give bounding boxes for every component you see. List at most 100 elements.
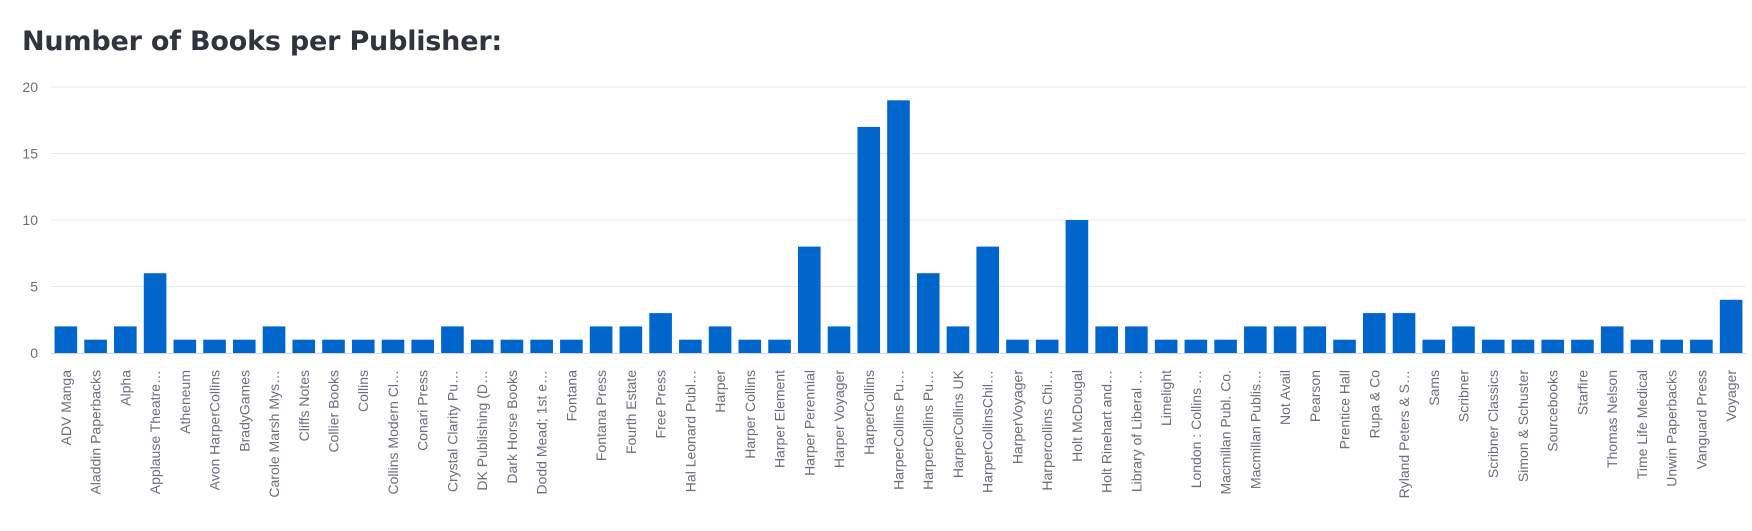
x-tick-label: Cliffs Notes xyxy=(296,370,312,441)
bar[interactable] xyxy=(1452,326,1475,353)
x-tick-label: Harper Element xyxy=(772,370,788,468)
bar[interactable] xyxy=(143,273,167,353)
bar[interactable] xyxy=(1630,339,1654,353)
bar[interactable] xyxy=(887,100,910,353)
bar[interactable] xyxy=(1422,339,1446,353)
x-tick-label: Collins Modern Cl… xyxy=(385,370,401,494)
bar[interactable] xyxy=(441,326,464,353)
bar[interactable] xyxy=(738,339,762,353)
bar[interactable] xyxy=(1273,326,1297,353)
bar[interactable] xyxy=(292,339,316,353)
bar[interactable] xyxy=(1392,313,1416,353)
x-tick-label: Prentice Hall xyxy=(1337,370,1353,449)
x-tick-label: Harper Collins xyxy=(742,370,758,459)
x-tick-label: Harper Perennial xyxy=(801,370,817,476)
x-tick-label: Macmillan Publis… xyxy=(1247,370,1263,489)
x-tick-label: HarperCollinsChil… xyxy=(980,370,996,493)
bar[interactable] xyxy=(1244,326,1267,353)
x-tick-label: Sourcebooks xyxy=(1545,370,1561,452)
bar[interactable] xyxy=(84,339,107,353)
x-tick-label: Ryland Peters & S… xyxy=(1396,370,1412,498)
bar[interactable] xyxy=(768,339,791,353)
bar[interactable] xyxy=(1006,339,1029,353)
x-tick-label: Sams xyxy=(1426,370,1442,406)
bar[interactable] xyxy=(351,339,375,353)
bar[interactable] xyxy=(1690,339,1713,353)
x-tick-label: Macmillan Publ. Co. xyxy=(1218,370,1234,495)
x-tick-label: Fontana xyxy=(563,370,579,422)
x-tick-label: ADV Manga xyxy=(58,370,74,446)
bar[interactable] xyxy=(857,126,881,354)
bar[interactable] xyxy=(173,339,197,353)
y-tick-label: 5 xyxy=(30,279,38,295)
bar[interactable] xyxy=(1481,339,1505,353)
bar[interactable] xyxy=(232,339,256,353)
bar[interactable] xyxy=(1541,339,1565,353)
bar[interactable] xyxy=(649,313,672,353)
bar[interactable] xyxy=(381,339,405,353)
bar[interactable] xyxy=(946,326,970,353)
x-tick-label: Harper Voyager xyxy=(831,370,847,468)
bar[interactable] xyxy=(797,246,821,353)
bar[interactable] xyxy=(708,326,732,353)
x-tick-label: Starfire xyxy=(1574,370,1590,415)
x-tick-label: Dark Horse Books xyxy=(504,370,520,484)
bar[interactable] xyxy=(589,326,613,353)
bar[interactable] xyxy=(203,339,226,353)
x-tick-label: Pearson xyxy=(1307,370,1323,422)
bar[interactable] xyxy=(1660,339,1683,353)
bar[interactable] xyxy=(1571,339,1594,353)
bar[interactable] xyxy=(530,339,553,353)
bar[interactable] xyxy=(1362,313,1386,353)
x-tick-label: Hal Leonard Publ… xyxy=(682,370,698,492)
bar[interactable] xyxy=(262,326,286,353)
x-tick-label: Harpercollins Chi… xyxy=(1039,370,1055,491)
x-tick-label: Library of Liberal … xyxy=(1128,370,1144,492)
bar[interactable] xyxy=(470,339,494,353)
y-tick-label: 10 xyxy=(22,212,38,228)
x-tick-label: HarperVoyager xyxy=(1009,370,1025,465)
bar[interactable] xyxy=(1184,339,1208,353)
x-tick-label: Collier Books xyxy=(326,370,342,452)
x-tick-label: Harper xyxy=(712,370,728,413)
bar[interactable] xyxy=(827,326,851,353)
bar[interactable] xyxy=(1303,326,1327,353)
bar[interactable] xyxy=(322,339,345,353)
x-tick-label: Scribner Classics xyxy=(1485,370,1501,478)
bar[interactable] xyxy=(1719,299,1743,353)
bar[interactable] xyxy=(1600,326,1624,353)
bar[interactable] xyxy=(114,326,137,353)
bar[interactable] xyxy=(500,339,524,353)
bar[interactable] xyxy=(1333,339,1356,353)
bar[interactable] xyxy=(916,273,940,353)
x-tick-label: Unwin Paperbacks xyxy=(1664,370,1680,487)
bar[interactable] xyxy=(1125,326,1148,353)
x-tick-label: Fourth Estate xyxy=(623,370,639,454)
x-tick-label: Holt McDougal xyxy=(1069,370,1085,462)
bar[interactable] xyxy=(560,339,583,353)
bar[interactable] xyxy=(1065,220,1089,353)
x-tick-label: Holt Rinehart and… xyxy=(1099,370,1115,493)
bar[interactable] xyxy=(54,326,78,353)
x-tick-label: Rupa & Co xyxy=(1366,370,1382,439)
bar[interactable] xyxy=(679,339,702,353)
bar[interactable] xyxy=(1095,326,1118,353)
bar[interactable] xyxy=(976,246,1000,353)
bar[interactable] xyxy=(1214,339,1237,353)
bar[interactable] xyxy=(1511,339,1535,353)
x-tick-label: Aladdin Paperbacks xyxy=(88,370,104,495)
x-tick-label: Avon HarperCollins xyxy=(207,370,223,490)
x-tick-label: Conari Press xyxy=(415,370,431,451)
chart-title: Number of Books per Publisher: xyxy=(22,26,503,57)
bar[interactable] xyxy=(619,326,643,353)
bar[interactable] xyxy=(1154,339,1178,353)
x-tick-label: Dodd Mead; 1st e… xyxy=(534,370,550,495)
x-tick-label: Scribner xyxy=(1456,370,1472,422)
y-tick-label: 20 xyxy=(22,79,38,95)
x-tick-label: Crystal Clarity Pu… xyxy=(444,370,460,492)
bar[interactable] xyxy=(1035,339,1059,353)
x-tick-label: Vanguard Press xyxy=(1693,370,1709,469)
x-tick-label: HarperCollins Pu… xyxy=(920,370,936,490)
bar[interactable] xyxy=(411,339,435,353)
